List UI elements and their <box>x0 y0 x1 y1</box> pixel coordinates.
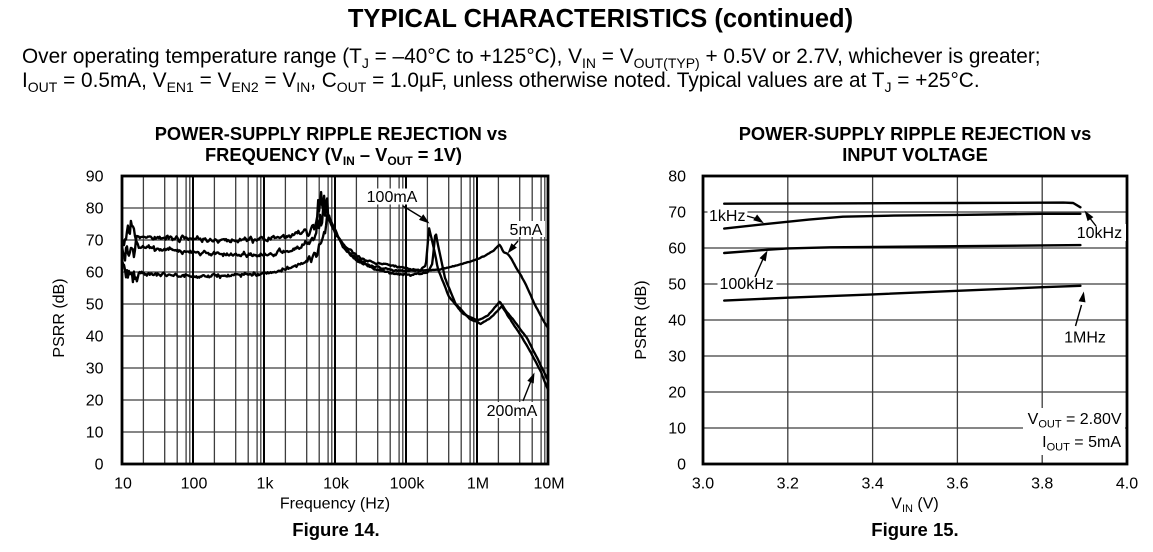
svg-text:0: 0 <box>677 457 686 474</box>
svg-text:Figure 15.: Figure 15. <box>871 519 958 540</box>
svg-text:1M: 1M <box>467 476 489 493</box>
svg-text:TYPICAL CHARACTERISTICS (conti: TYPICAL CHARACTERISTICS (continued) <box>348 5 853 33</box>
svg-text:100kHz: 100kHz <box>720 276 774 293</box>
svg-text:80: 80 <box>668 169 686 186</box>
svg-text:3.8: 3.8 <box>1031 476 1053 493</box>
svg-text:40: 40 <box>668 313 686 330</box>
svg-text:3.2: 3.2 <box>777 476 799 493</box>
svg-text:0: 0 <box>95 457 104 474</box>
svg-text:Frequency (Hz): Frequency (Hz) <box>280 496 390 513</box>
svg-text:FREQUENCY (VIN – VOUT = 1V): FREQUENCY (VIN – VOUT = 1V) <box>205 144 462 168</box>
svg-text:IOUT = 0.5mA, VEN1 = VEN2 = VI: IOUT = 0.5mA, VEN1 = VEN2 = VIN, COUT = … <box>22 69 980 95</box>
svg-text:70: 70 <box>86 233 104 250</box>
svg-text:10kHz: 10kHz <box>1077 225 1122 242</box>
svg-text:PSRR (dB): PSRR (dB) <box>633 280 650 359</box>
svg-text:20: 20 <box>86 393 104 410</box>
svg-text:80: 80 <box>86 201 104 218</box>
svg-text:POWER-SUPPLY RIPPLE REJECTION: POWER-SUPPLY RIPPLE REJECTION vs <box>155 123 508 144</box>
svg-text:10: 10 <box>114 476 132 493</box>
svg-text:PSRR (dB): PSRR (dB) <box>51 278 68 357</box>
svg-text:10M: 10M <box>533 476 564 493</box>
svg-text:100: 100 <box>181 476 208 493</box>
svg-text:60: 60 <box>86 265 104 282</box>
svg-text:3.0: 3.0 <box>692 476 714 493</box>
svg-text:1kHz: 1kHz <box>709 208 745 225</box>
svg-text:50: 50 <box>86 297 104 314</box>
svg-text:70: 70 <box>668 205 686 222</box>
svg-text:20: 20 <box>668 385 686 402</box>
svg-text:1MHz: 1MHz <box>1064 330 1106 347</box>
svg-text:30: 30 <box>86 361 104 378</box>
svg-text:10: 10 <box>668 421 686 438</box>
svg-text:100k: 100k <box>390 476 426 493</box>
svg-text:4.0: 4.0 <box>1116 476 1138 493</box>
svg-text:VIN (V): VIN (V) <box>891 496 938 516</box>
svg-text:90: 90 <box>86 169 104 186</box>
svg-text:200mA: 200mA <box>487 403 538 420</box>
svg-text:Over operating temperature ran: Over operating temperature range (TJ = –… <box>22 45 1041 71</box>
svg-text:10: 10 <box>86 425 104 442</box>
svg-text:1k: 1k <box>257 476 275 493</box>
svg-text:10k: 10k <box>323 476 350 493</box>
svg-text:30: 30 <box>668 349 686 366</box>
svg-text:100mA: 100mA <box>367 189 418 206</box>
svg-text:INPUT VOLTAGE: INPUT VOLTAGE <box>842 144 988 165</box>
svg-text:5mA: 5mA <box>510 222 543 239</box>
svg-text:40: 40 <box>86 329 104 346</box>
svg-text:POWER-SUPPLY RIPPLE REJECTION: POWER-SUPPLY RIPPLE REJECTION vs <box>739 123 1092 144</box>
svg-text:50: 50 <box>668 277 686 294</box>
svg-text:3.4: 3.4 <box>861 476 883 493</box>
svg-text:60: 60 <box>668 241 686 258</box>
svg-text:Figure 14.: Figure 14. <box>292 519 379 540</box>
svg-text:3.6: 3.6 <box>946 476 968 493</box>
